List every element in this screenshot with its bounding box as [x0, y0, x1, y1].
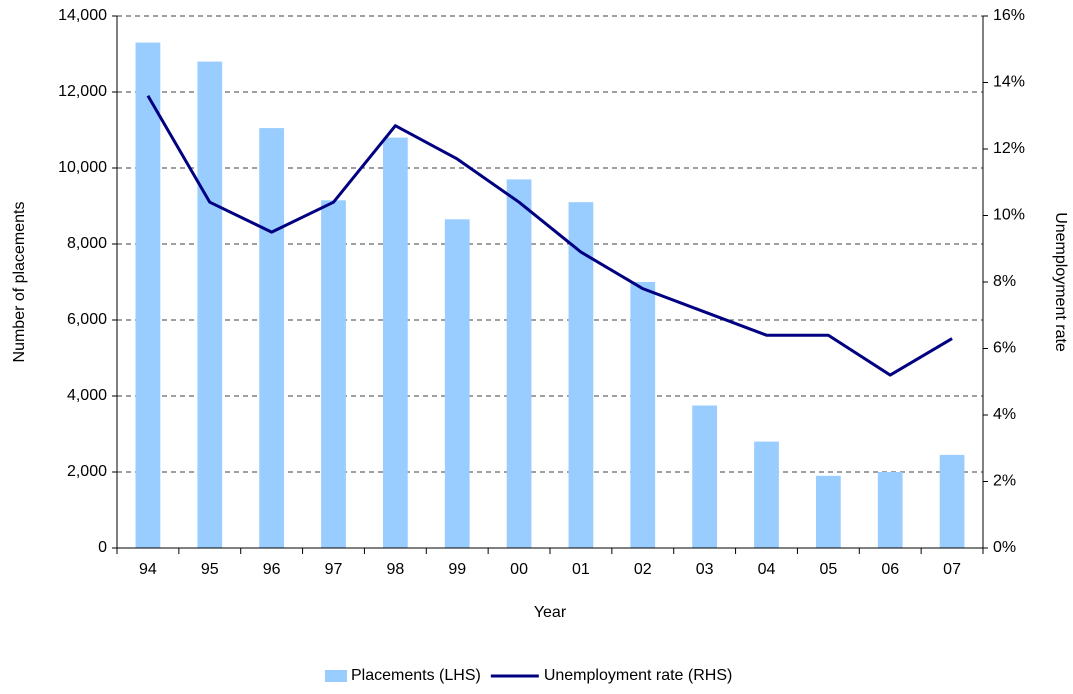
- bar: [939, 454, 965, 548]
- bar: [321, 200, 346, 549]
- y-tick-label: 14,000: [58, 7, 107, 24]
- y-tick-label: 8,000: [67, 235, 107, 252]
- bar: [506, 179, 532, 548]
- y2-tick-label: 0%: [993, 539, 1016, 556]
- y-tick-label: 2,000: [67, 463, 107, 480]
- x-tick-label: 06: [881, 561, 899, 578]
- x-tick-label: 97: [325, 561, 343, 578]
- x-tick-label: 96: [263, 561, 281, 578]
- y2-tick-label: 16%: [993, 7, 1025, 24]
- bar: [568, 202, 594, 548]
- x-tick-label: 94: [139, 561, 157, 578]
- y-tick-label: 4,000: [67, 387, 107, 404]
- bar: [754, 441, 779, 548]
- x-tick-label: 98: [386, 561, 404, 578]
- y2-tick-label: 4%: [993, 406, 1016, 423]
- x-tick-label: 03: [696, 561, 714, 578]
- bar: [135, 42, 161, 548]
- y2-tick-label: 12%: [993, 140, 1025, 157]
- x-tick-label: 07: [943, 561, 961, 578]
- bar: [197, 61, 223, 548]
- legend-swatch: [325, 670, 347, 682]
- bar: [382, 137, 408, 548]
- line: [146, 95, 953, 377]
- x-tick-label: 05: [819, 561, 837, 578]
- legend-label: Placements (LHS): [351, 667, 481, 684]
- bar: [692, 405, 718, 548]
- x-tick-label: 00: [510, 561, 528, 578]
- bar: [630, 282, 656, 548]
- y-tick-label: 0: [98, 539, 107, 556]
- y-tick-label: 10,000: [58, 159, 107, 176]
- y2-tick-label: 2%: [993, 473, 1016, 490]
- x-axis-title: Year: [534, 604, 567, 621]
- x-tick-label: 95: [201, 561, 219, 578]
- x-tick-label: 01: [572, 561, 590, 578]
- x-tick-label: 02: [634, 561, 652, 578]
- y-tick-label: 12,000: [58, 83, 107, 100]
- y2-axis-title: Unemployment rate: [1052, 212, 1069, 352]
- x-tick-label: 99: [448, 561, 466, 578]
- y-tick-label: 6,000: [67, 311, 107, 328]
- y2-tick-label: 14%: [993, 74, 1025, 91]
- bar: [877, 472, 903, 548]
- x-tick-label: 04: [758, 561, 776, 578]
- y-axis-title: Number of placements: [11, 202, 28, 363]
- bar: [815, 475, 841, 548]
- y2-tick-label: 8%: [993, 273, 1016, 290]
- bar: [259, 128, 285, 548]
- legend-label: Unemployment rate (RHS): [544, 667, 733, 684]
- bar: [444, 219, 470, 549]
- y2-tick-label: 10%: [993, 207, 1025, 224]
- y2-tick-label: 6%: [993, 340, 1016, 357]
